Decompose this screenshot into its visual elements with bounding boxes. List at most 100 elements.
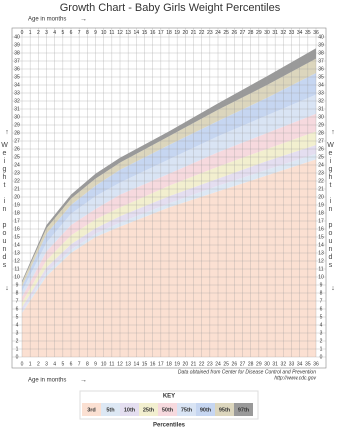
y-tick-label: 39 bbox=[14, 42, 20, 48]
x-tick-label: 16 bbox=[150, 361, 156, 367]
x-tick-label: 29 bbox=[256, 30, 262, 36]
y-tick-label: 16 bbox=[318, 226, 324, 232]
y-tick-label: 13 bbox=[318, 250, 324, 256]
y-tick-label: 32 bbox=[14, 98, 20, 104]
y-label-box: Weight in pounds bbox=[1, 142, 8, 270]
x-tick-label: 28 bbox=[248, 30, 254, 36]
legend-swatch bbox=[234, 403, 253, 416]
source-url: http://www.cdc.gov bbox=[274, 375, 316, 381]
percentile-band bbox=[22, 94, 316, 297]
y-tick-label: 20 bbox=[14, 194, 20, 200]
y-tick-label: 17 bbox=[318, 218, 324, 224]
x-tick-label: 1 bbox=[29, 361, 32, 367]
legend-label: 10th bbox=[124, 407, 136, 413]
x-tick-label: 25 bbox=[223, 361, 229, 367]
x-tick-label: 7 bbox=[78, 361, 81, 367]
y-tick-label: 36 bbox=[14, 66, 20, 72]
y-tick-label: 2 bbox=[320, 338, 323, 344]
x-tick-label: 14 bbox=[134, 30, 140, 36]
y-tick-label: 19 bbox=[318, 202, 324, 208]
y-tick-label: 29 bbox=[14, 122, 20, 128]
x-tick-label: 35 bbox=[305, 361, 311, 367]
legend-swatch bbox=[215, 403, 234, 416]
x-tick-label: 20 bbox=[183, 361, 189, 367]
y-tick-label: 28 bbox=[318, 130, 324, 136]
x-tick-label: 10 bbox=[101, 30, 107, 36]
y-tick-label: 0 bbox=[320, 354, 323, 360]
legend-label: 75th bbox=[181, 407, 193, 413]
x-tick-label: 24 bbox=[215, 30, 221, 36]
y-tick-label: 29 bbox=[318, 122, 324, 128]
x-tick-label: 31 bbox=[272, 361, 278, 367]
x-tick-label: 20 bbox=[183, 30, 189, 36]
y-tick-label: 5 bbox=[320, 314, 323, 320]
y-tick-label: 26 bbox=[14, 146, 20, 152]
y-tick-label: 0 bbox=[16, 354, 19, 360]
x-tick-label: 19 bbox=[174, 361, 180, 367]
y-tick-label: 32 bbox=[318, 98, 324, 104]
legend-label: 50th bbox=[162, 407, 174, 413]
y-tick-label: 38 bbox=[14, 50, 20, 56]
y-tick-label: 39 bbox=[318, 42, 324, 48]
legend-label: 97th bbox=[238, 407, 250, 413]
arrow: ↓ bbox=[5, 285, 9, 292]
y-tick-label: 31 bbox=[318, 106, 324, 112]
y-tick-label: 15 bbox=[318, 234, 324, 240]
legend-swatch bbox=[158, 403, 177, 416]
x-tick-label: 9 bbox=[94, 30, 97, 36]
x-tick-label: 3 bbox=[45, 30, 48, 36]
x-tick-label: 19 bbox=[174, 30, 180, 36]
arrow: → bbox=[80, 377, 87, 384]
y-tick-label: 14 bbox=[14, 242, 20, 248]
x-tick-label: 8 bbox=[86, 30, 89, 36]
y-tick-label: 25 bbox=[14, 154, 20, 160]
arrow: ↓ bbox=[331, 285, 335, 292]
x-tick-label: 7 bbox=[78, 30, 81, 36]
x-tick-label: 0 bbox=[21, 30, 24, 36]
y-tick-label: 33 bbox=[318, 90, 324, 96]
legend-label: 95th bbox=[219, 407, 231, 413]
x-tick-label: 15 bbox=[142, 361, 148, 367]
x-tick-label: 26 bbox=[232, 361, 238, 367]
legend-label: 5th bbox=[106, 407, 115, 413]
y-tick-label: 27 bbox=[14, 138, 20, 144]
legend-swatch bbox=[177, 403, 196, 416]
x-tick-label: 23 bbox=[207, 361, 213, 367]
y-tick-label: 34 bbox=[318, 82, 324, 88]
source: Data obtained from Center for Disease Co… bbox=[178, 369, 316, 375]
x-tick-label: 29 bbox=[256, 361, 262, 367]
y-tick-label: 28 bbox=[14, 130, 20, 136]
y-tick-label: 11 bbox=[14, 266, 19, 272]
y-tick-label: 7 bbox=[320, 298, 323, 304]
legend-swatch bbox=[139, 403, 158, 416]
y-tick-label: 12 bbox=[318, 258, 324, 264]
x-tick-label: 33 bbox=[289, 361, 295, 367]
x-tick-label: 0 bbox=[21, 361, 24, 367]
x-tick-label: 34 bbox=[297, 30, 303, 36]
x-tick-label: 11 bbox=[109, 30, 114, 36]
arrow: → bbox=[80, 16, 87, 23]
x-tick-label: 2 bbox=[37, 361, 40, 367]
percentile-band bbox=[22, 113, 316, 303]
x-tick-label: 27 bbox=[240, 30, 246, 36]
y-tick-label: 7 bbox=[16, 298, 19, 304]
x-tick-label: 5 bbox=[61, 361, 64, 367]
x-tick-label: 13 bbox=[125, 361, 131, 367]
x-tick-label: 18 bbox=[166, 361, 172, 367]
y-tick-label: 35 bbox=[14, 74, 20, 80]
percentile-band bbox=[22, 73, 316, 292]
x-tick-label: 13 bbox=[125, 30, 131, 36]
x-tick-label: 21 bbox=[191, 30, 197, 36]
x-tick-label: 5 bbox=[61, 30, 64, 36]
y-label-box: Weight in pounds bbox=[327, 142, 334, 270]
y-tick-label: 22 bbox=[14, 178, 20, 184]
x-tick-label: 23 bbox=[207, 30, 213, 36]
y-tick-label: 3 bbox=[16, 330, 19, 336]
y-tick-label: 37 bbox=[318, 58, 324, 64]
y-tick-label: 10 bbox=[14, 274, 20, 280]
x-tick-label: 28 bbox=[248, 361, 254, 367]
x-tick-label: 21 bbox=[191, 361, 197, 367]
y-tick-label: 9 bbox=[16, 282, 19, 288]
y-axis-label: Weight in pounds bbox=[1, 142, 8, 270]
